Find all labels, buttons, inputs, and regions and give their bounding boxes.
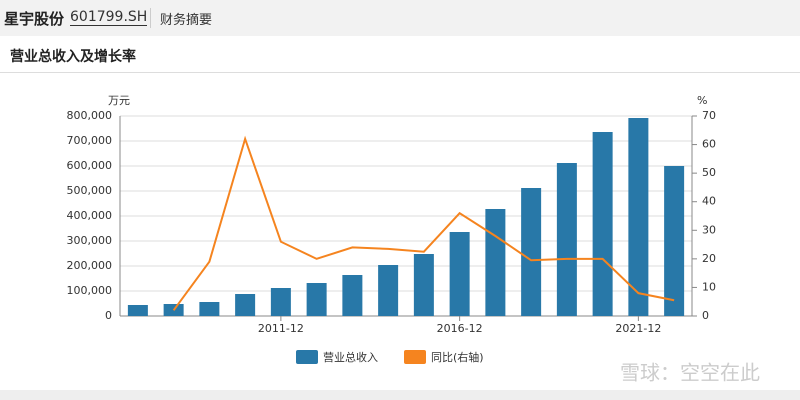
bar bbox=[199, 302, 220, 316]
bar bbox=[342, 275, 363, 316]
y-tick-label: 700,000 bbox=[67, 134, 113, 147]
y-tick-label: 600,000 bbox=[67, 159, 113, 172]
bar bbox=[235, 294, 256, 316]
section-header: 营业总收入及增长率 bbox=[0, 36, 800, 73]
legend-swatch bbox=[404, 350, 426, 364]
y-tick-label: 100,000 bbox=[67, 284, 113, 297]
bar bbox=[521, 188, 542, 316]
bar bbox=[378, 265, 399, 316]
y2-tick-label: 60 bbox=[702, 138, 716, 151]
bar bbox=[664, 166, 685, 316]
y-tick-label: 300,000 bbox=[67, 234, 113, 247]
bar bbox=[449, 232, 470, 316]
top-bar: 星宇股份 601799.SH 财务摘要 bbox=[0, 0, 800, 36]
bar bbox=[628, 118, 649, 316]
y-tick-label: 200,000 bbox=[67, 259, 113, 272]
legend-label: 同比(右轴) bbox=[431, 350, 484, 364]
stock-code[interactable]: 601799.SH bbox=[70, 9, 148, 26]
bar bbox=[485, 209, 506, 316]
y2-tick-label: 20 bbox=[702, 252, 716, 265]
x-tick-label: 2011-12 bbox=[258, 322, 304, 335]
y-unit: 万元 bbox=[108, 94, 130, 107]
watermark: 雪球：空空在此 bbox=[620, 361, 760, 385]
y-tick-label: 500,000 bbox=[67, 184, 113, 197]
bar bbox=[270, 288, 291, 316]
section-title: 营业总收入及增长率 bbox=[10, 49, 136, 65]
bar bbox=[413, 254, 434, 316]
y2-tick-label: 50 bbox=[702, 166, 716, 179]
bar bbox=[306, 283, 327, 316]
stock-name: 星宇股份 bbox=[4, 10, 65, 28]
y-tick-label: 400,000 bbox=[67, 209, 113, 222]
y2-tick-label: 30 bbox=[702, 223, 716, 236]
chart: 万元 % 雪球：空空在此 0 100,000 200,000 300,000 400,0… bbox=[67, 94, 761, 385]
line bbox=[172, 135, 675, 311]
footer-strip bbox=[0, 390, 800, 400]
y2-tick-label: 40 bbox=[702, 195, 716, 208]
y2-tick-label: 0 bbox=[702, 309, 709, 322]
y2-unit: % bbox=[697, 94, 707, 107]
separator bbox=[150, 8, 151, 28]
tab[interactable]: 财务摘要 bbox=[160, 13, 213, 28]
y-tick-label: 800,000 bbox=[67, 109, 113, 122]
bar bbox=[127, 305, 148, 316]
legend-swatch bbox=[296, 350, 318, 364]
y2-tick-label: 10 bbox=[702, 280, 716, 293]
x-tick-label: 2021-12 bbox=[615, 322, 661, 335]
y-tick-label: 0 bbox=[105, 309, 112, 322]
bar bbox=[592, 132, 613, 316]
bar bbox=[556, 163, 577, 316]
x-tick-label: 2016-12 bbox=[437, 322, 483, 335]
legend-label: 营业总收入 bbox=[323, 350, 378, 364]
y2-tick-label: 70 bbox=[702, 109, 716, 122]
